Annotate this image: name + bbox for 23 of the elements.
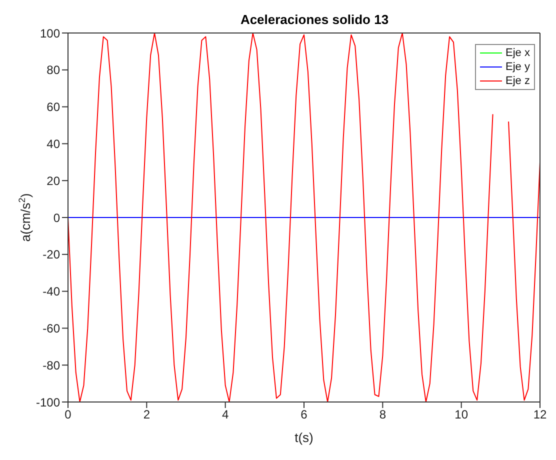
chart-title: Aceleraciones solido 13 — [240, 12, 389, 27]
y-tick-label: -20 — [42, 248, 60, 262]
y-tick-label: -60 — [42, 321, 60, 336]
y-tick-label: -40 — [42, 284, 60, 299]
x-tick-label: 10 — [454, 408, 468, 422]
x-tick-label: 0 — [64, 408, 72, 422]
y-tick-label: 80 — [46, 63, 60, 78]
x-axis-title: t(s) — [294, 430, 314, 445]
y-tick-label: 40 — [46, 136, 60, 151]
legend-label: Eje x — [506, 46, 530, 60]
y-tick-label: 0 — [53, 210, 60, 225]
x-tick-label: 4 — [222, 408, 229, 422]
y-tick-label: -80 — [42, 358, 60, 372]
x-tick-label: 6 — [300, 408, 308, 422]
y-tick-label: 100 — [40, 26, 60, 40]
x-tick-label: 8 — [379, 408, 386, 422]
legend-label: Eje y — [506, 60, 530, 74]
x-tick-label: 12 — [533, 408, 547, 422]
x-tick-label: 2 — [143, 408, 150, 422]
y-tick-label: -100 — [36, 395, 60, 410]
y-tick-label: 60 — [46, 100, 60, 114]
y-tick-label: 20 — [46, 174, 60, 188]
legend-label: Eje z — [506, 74, 530, 88]
